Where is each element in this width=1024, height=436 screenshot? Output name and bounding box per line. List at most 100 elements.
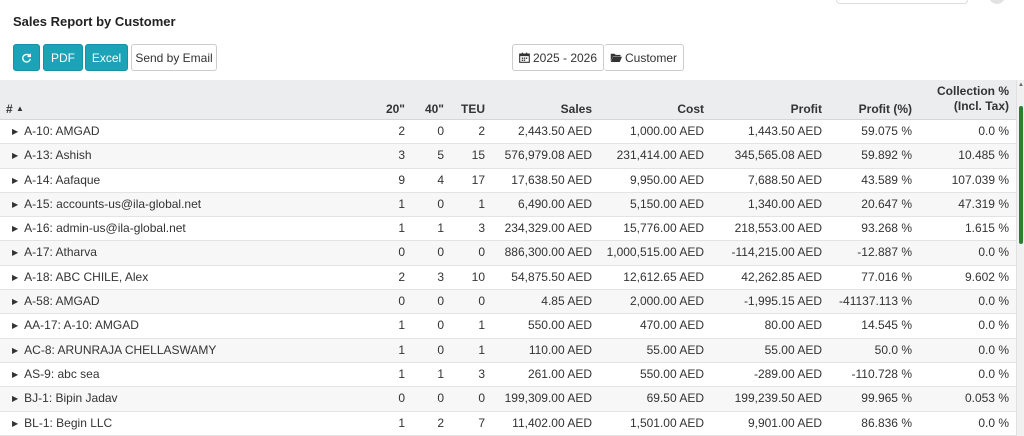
- column-header-profit-pct[interactable]: Profit (%): [858, 102, 912, 116]
- cell-20ft: 0: [398, 245, 405, 260]
- cell-customer[interactable]: ▶ BL-1: Begin LLC: [12, 416, 112, 430]
- table-row[interactable]: ▶ BJ-1: Bipin Jadav 0 0 0 199,309.00 AED 69.50…: [0, 387, 1016, 412]
- table-row[interactable]: ▶ A-18: ABC CHILE, Alex 2 3 10 54,875.50 AED 1…: [0, 266, 1016, 291]
- expand-caret-icon[interactable]: ▶: [12, 418, 19, 428]
- table-row[interactable]: ▶ A-15: accounts-us@ila-global.net 1 0 1 6,49…: [0, 192, 1016, 218]
- expand-caret-icon[interactable]: ▶: [12, 345, 19, 355]
- cell-customer[interactable]: ▶ A-18: ABC CHILE, Alex: [12, 270, 148, 284]
- cell-customer[interactable]: ▶ A-17: Atharva: [12, 245, 97, 259]
- cell-customer[interactable]: ▶ A-58: AMGAD: [12, 294, 100, 308]
- cell-collection: 1.615 %: [964, 221, 1009, 236]
- cell-customer[interactable]: ▶ AA-17: A-10: AMGAD: [12, 318, 139, 332]
- expand-caret-icon[interactable]: ▶: [12, 199, 19, 209]
- cell-collection: 0.0 %: [978, 294, 1009, 309]
- column-header-profit[interactable]: Profit: [790, 102, 822, 116]
- expand-caret-icon[interactable]: ▶: [12, 127, 19, 136]
- table-row[interactable]: ▶ A-58: AMGAD 0 0 0 4.85 AED 2,000.00 AED -1,99…: [0, 290, 1016, 315]
- expand-caret-icon[interactable]: ▶: [12, 224, 19, 234]
- cell-40ft: 2: [437, 415, 444, 430]
- excel-button[interactable]: Excel: [85, 44, 128, 71]
- column-header-sales[interactable]: Sales: [560, 102, 592, 116]
- table-header: # ▲ 20" 40" TEU Sales Cost Profit Profit…: [0, 80, 1016, 120]
- table-row[interactable]: ▶ A-10: AMGAD 2 0 2 2,443.50 AED 1,000.00 AED 1…: [0, 120, 1016, 145]
- cell-customer[interactable]: ▶ BJ-1: Bipin Jadav: [12, 391, 118, 405]
- expand-caret-icon[interactable]: ▶: [12, 394, 19, 404]
- cell-customer[interactable]: ▶ A-15: accounts-us@ila-global.net: [12, 197, 201, 211]
- column-header-collection[interactable]: Collection % (Incl. Tax): [936, 84, 1009, 113]
- cell-cost: 15,776.00 AED: [623, 221, 704, 236]
- cell-profit-pct: 77.016 %: [861, 269, 912, 284]
- cell-20ft: 1: [398, 196, 405, 211]
- cell-cost: 1,000,515.00 AED: [606, 245, 704, 260]
- cell-profit: 7,688.50 AED: [747, 172, 822, 187]
- cell-cost: 1,000.00 AED: [629, 124, 704, 138]
- cell-profit-pct: 43.589 %: [861, 172, 912, 187]
- cell-teu: 7: [478, 415, 485, 430]
- table-row[interactable]: ▶ A-14: Aafaque 9 4 17 17,638.50 AED 9,950.00 …: [0, 169, 1016, 193]
- expand-caret-icon[interactable]: ▶: [12, 151, 19, 161]
- top-right-help-icon[interactable]: [989, 0, 1005, 4]
- cell-customer[interactable]: ▶ A-14: Aafaque: [12, 173, 100, 187]
- vertical-scrollbar[interactable]: ▲: [1016, 80, 1024, 436]
- fiscal-year-button[interactable]: 2025 - 2026: [512, 44, 604, 71]
- cell-profit: 55.00 AED: [764, 342, 822, 357]
- cell-cost: 231,414.00 AED: [616, 148, 704, 163]
- cell-collection: 0.053 %: [964, 391, 1009, 406]
- cell-sales: 199,309.00 AED: [504, 391, 592, 406]
- table-row[interactable]: ▶ BL-1: Begin LLC 1 2 7 11,402.00 AED 1,501.00…: [0, 412, 1016, 436]
- table-row[interactable]: ▶ A-13: Ashish 3 5 15 576,979.08 AED 231,414.0…: [0, 144, 1016, 169]
- calendar-icon: [519, 52, 530, 63]
- customer-name: A-16: admin-us@ila-global.net: [24, 221, 186, 236]
- column-header-teu[interactable]: TEU: [461, 102, 485, 116]
- cell-customer[interactable]: ▶ A-16: admin-us@ila-global.net: [12, 221, 186, 235]
- table-row[interactable]: ▶ AS-9: abc sea 1 1 3 261.00 AED 550.00 AED -28…: [0, 363, 1016, 388]
- column-header-hash[interactable]: # ▲: [6, 102, 24, 116]
- cell-customer[interactable]: ▶ A-10: AMGAD: [12, 124, 100, 138]
- scrollbar-thumb[interactable]: [1019, 106, 1023, 244]
- table-row[interactable]: ▶ A-16: admin-us@ila-global.net 1 1 3 234,329…: [0, 217, 1016, 242]
- cell-teu: 15: [471, 148, 485, 163]
- cell-cost: 9,950.00 AED: [629, 172, 704, 187]
- table-row[interactable]: ▶ A-17: Atharva 0 0 0 886,300.00 AED 1,000,515…: [0, 241, 1016, 266]
- expand-caret-icon[interactable]: ▶: [12, 369, 19, 379]
- column-header-cost[interactable]: Cost: [677, 102, 704, 116]
- cell-customer[interactable]: ▶ AS-9: abc sea: [12, 367, 100, 381]
- customer-name: AA-17: A-10: AMGAD: [24, 318, 139, 333]
- expand-caret-icon[interactable]: ▶: [12, 272, 19, 282]
- cell-collection: 10.485 %: [958, 148, 1009, 163]
- table-row[interactable]: ▶ AC-8: ARUNRAJA CHELLASWAMY 1 0 1 110.00 AED…: [0, 338, 1016, 363]
- customer-name: A-14: Aafaque: [24, 172, 101, 187]
- expand-caret-icon[interactable]: ▶: [12, 175, 19, 185]
- send-by-email-button[interactable]: Send by Email: [131, 44, 217, 71]
- cell-sales: 4.85 AED: [541, 294, 592, 309]
- expand-caret-icon[interactable]: ▶: [12, 321, 19, 331]
- pdf-button[interactable]: PDF: [43, 44, 83, 71]
- cell-sales: 886,300.00 AED: [504, 245, 592, 260]
- customer-filter-button[interactable]: Customer: [604, 44, 684, 71]
- customer-name: BJ-1: Bipin Jadav: [24, 391, 118, 406]
- cell-customer[interactable]: ▶ AC-8: ARUNRAJA CHELLASWAMY: [12, 343, 216, 357]
- customer-filter-label: Customer: [624, 50, 677, 65]
- table-row[interactable]: ▶ AA-17: A-10: AMGAD 1 0 1 550.00 AED 470.00 A…: [0, 314, 1016, 339]
- column-header-20ft[interactable]: 20": [385, 102, 405, 116]
- customer-name: A-58: AMGAD: [24, 294, 100, 309]
- cell-40ft: 1: [437, 366, 444, 381]
- expand-caret-icon[interactable]: ▶: [12, 248, 19, 258]
- cell-profit-pct: -110.728 %: [851, 366, 913, 381]
- cell-profit: 218,553.00 AED: [734, 221, 822, 236]
- expand-caret-icon[interactable]: ▶: [12, 297, 19, 307]
- column-header-40ft[interactable]: 40": [424, 102, 444, 116]
- scroll-up-icon[interactable]: ▲: [1018, 82, 1024, 88]
- cell-sales: 11,402.00 AED: [512, 415, 592, 430]
- cell-sales: 6,490.00 AED: [517, 196, 592, 211]
- refresh-button[interactable]: [13, 44, 40, 71]
- cell-cost: 1,501.00 AED: [629, 415, 704, 430]
- customer-name: BL-1: Begin LLC: [24, 415, 113, 430]
- cell-sales: 17,638.50 AED: [511, 172, 592, 187]
- sort-asc-icon: ▲: [16, 104, 24, 113]
- top-right-input-edge[interactable]: [836, 0, 968, 4]
- cell-teu: 1: [478, 196, 485, 211]
- cell-profit: -289.00 AED: [753, 366, 822, 381]
- cell-collection: 0.0 %: [978, 245, 1009, 260]
- cell-customer[interactable]: ▶ A-13: Ashish: [12, 148, 92, 162]
